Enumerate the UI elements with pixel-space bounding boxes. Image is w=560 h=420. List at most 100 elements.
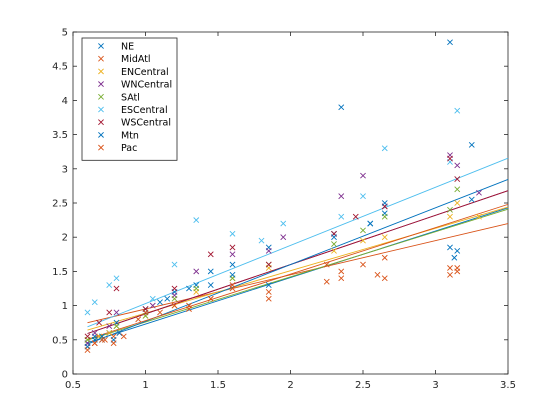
data-point-ne xyxy=(207,268,214,275)
data-point-satl xyxy=(360,227,366,234)
data-point-pac xyxy=(110,340,117,347)
legend-marker-ne xyxy=(98,43,104,49)
data-point-wncentral xyxy=(91,330,98,336)
data-point-mtn xyxy=(265,282,272,288)
data-point-wncentral xyxy=(476,189,482,196)
data-point-wscentral xyxy=(352,213,359,220)
data-point-ne xyxy=(157,299,163,306)
data-point-mtn xyxy=(447,39,453,46)
data-point-mtn xyxy=(367,220,374,227)
legend-label-wncentral: WNCentral xyxy=(121,80,172,91)
x-tick-label: 1 xyxy=(142,380,148,391)
fit-line-ne xyxy=(87,207,509,344)
data-point-pac xyxy=(229,285,236,292)
data-point-pac xyxy=(186,306,192,312)
legend-label-ne: NE xyxy=(121,42,134,53)
data-point-encentral xyxy=(476,213,482,220)
data-point-pac xyxy=(207,295,214,302)
data-point-satl xyxy=(331,241,337,247)
data-point-mtn xyxy=(468,141,475,148)
data-point-wncentral xyxy=(454,162,461,169)
data-point-satl xyxy=(381,213,388,220)
data-point-pac xyxy=(101,336,108,343)
data-point-mtn xyxy=(338,104,345,111)
data-point-satl xyxy=(171,295,178,302)
data-point-wncentral xyxy=(106,323,113,330)
y-tick-label: 0 xyxy=(62,370,68,381)
data-point-wscentral xyxy=(447,155,453,162)
data-point-midatl xyxy=(157,309,163,316)
data-point-wncentral xyxy=(193,268,200,275)
data-point-ne xyxy=(229,261,236,268)
data-point-escentral xyxy=(84,309,91,316)
legend-marker-satl xyxy=(98,93,104,100)
fit-line-satl xyxy=(87,208,509,341)
legend-marker-wscentral xyxy=(98,119,104,126)
data-point-pac xyxy=(381,254,388,261)
x-tick-label: 2 xyxy=(287,380,293,391)
data-point-escentral xyxy=(258,237,265,244)
data-point-midatl xyxy=(447,265,453,271)
data-point-escentral xyxy=(280,220,287,227)
legend-marker-mtn xyxy=(98,131,104,138)
data-point-midatl xyxy=(265,289,272,295)
x-tick-label: 3.5 xyxy=(500,380,516,391)
data-point-encentral xyxy=(454,200,461,206)
data-point-wscentral xyxy=(113,285,120,292)
data-point-mtn xyxy=(186,285,192,292)
y-tick-label: 1.5 xyxy=(52,267,68,278)
data-point-satl xyxy=(447,206,453,213)
data-point-midatl xyxy=(323,261,330,268)
data-point-encentral xyxy=(360,237,366,244)
data-point-escentral xyxy=(454,107,461,114)
data-point-wncentral xyxy=(149,302,156,309)
legend-label-encentral: ENCentral xyxy=(121,67,169,78)
data-point-midatl xyxy=(338,268,345,275)
data-point-wncentral xyxy=(280,234,287,241)
data-point-pac xyxy=(265,295,272,302)
data-point-ne xyxy=(447,244,453,251)
data-point-midatl xyxy=(374,271,381,278)
data-point-midatl xyxy=(381,275,388,282)
data-point-mtn xyxy=(164,295,171,302)
y-tick-label: 2 xyxy=(62,233,68,244)
data-point-escentral xyxy=(381,145,388,152)
data-point-wscentral xyxy=(96,319,103,326)
data-point-pac xyxy=(454,265,461,271)
data-point-escentral xyxy=(171,261,178,268)
data-point-satl xyxy=(113,323,120,330)
data-point-pac xyxy=(142,309,149,316)
legend-label-mtn: Mtn xyxy=(121,130,139,141)
data-point-wscentral xyxy=(265,261,272,268)
data-point-wscentral xyxy=(229,244,236,251)
legend-marker-escentral xyxy=(98,106,104,113)
data-point-pac xyxy=(171,302,178,309)
data-point-satl xyxy=(454,186,461,193)
data-point-mtn xyxy=(229,271,236,278)
data-point-escentral xyxy=(193,217,200,224)
y-tick-label: 5 xyxy=(62,28,68,39)
legend-box xyxy=(81,37,178,161)
data-point-encentral xyxy=(447,213,453,220)
legend-marker-wncentral xyxy=(98,81,104,88)
x-tick-label: 2.5 xyxy=(355,380,371,391)
legend-marker-encentral xyxy=(98,68,104,75)
data-point-wncentral xyxy=(338,193,345,200)
data-point-wncentral xyxy=(360,172,366,179)
data-point-escentral xyxy=(360,193,366,200)
legend-label-midatl: MidAtl xyxy=(121,54,151,65)
y-tick-label: 4.5 xyxy=(52,62,68,73)
y-tick-label: 4 xyxy=(62,96,68,107)
data-point-escentral xyxy=(338,213,345,220)
data-point-escentral xyxy=(113,275,120,282)
data-point-mtn xyxy=(207,282,214,288)
data-point-mtn xyxy=(331,234,337,241)
data-point-wncentral xyxy=(265,247,272,254)
data-point-pac xyxy=(91,340,98,347)
data-point-mtn xyxy=(381,200,388,206)
legend-label-wscentral: WSCentral xyxy=(121,118,171,129)
data-point-midatl xyxy=(135,316,142,323)
fit-line-midatl xyxy=(87,223,509,324)
data-point-wscentral xyxy=(84,333,91,340)
data-point-pac xyxy=(447,271,453,278)
